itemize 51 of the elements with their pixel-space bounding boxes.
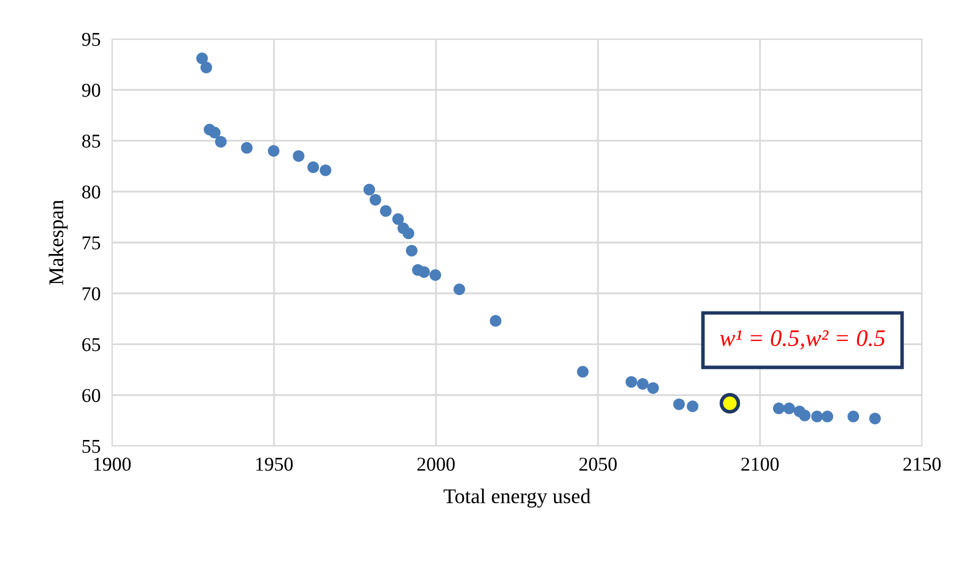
point bbox=[647, 382, 659, 394]
point bbox=[200, 62, 212, 74]
point bbox=[402, 228, 414, 240]
point bbox=[392, 213, 404, 225]
annotation: w¹ = 0.5,w² = 0.5 bbox=[720, 330, 885, 350]
point bbox=[673, 398, 685, 410]
point bbox=[869, 412, 881, 424]
point bbox=[370, 194, 382, 206]
y-tick-label: 65 bbox=[82, 338, 100, 352]
point bbox=[811, 410, 823, 422]
point bbox=[380, 205, 392, 217]
point bbox=[268, 145, 280, 157]
y-tick-label: 95 bbox=[82, 32, 100, 46]
point bbox=[292, 150, 304, 162]
y-tick-label: 70 bbox=[82, 287, 100, 300]
point bbox=[576, 366, 589, 378]
point bbox=[363, 184, 376, 196]
point bbox=[490, 315, 502, 327]
x-tick-label: 2000 bbox=[417, 458, 455, 471]
y-tick-label: 60 bbox=[82, 388, 100, 402]
y-tick-label: 55 bbox=[82, 440, 100, 453]
point bbox=[208, 126, 221, 138]
point bbox=[240, 142, 253, 154]
point bbox=[418, 266, 430, 278]
point bbox=[196, 52, 208, 64]
y-tick-label: 80 bbox=[82, 185, 100, 199]
x-tick-label: 2050 bbox=[579, 458, 617, 471]
point bbox=[822, 410, 834, 422]
point bbox=[307, 161, 320, 174]
point bbox=[430, 269, 442, 281]
point bbox=[772, 402, 785, 414]
x-tick-label: 2100 bbox=[741, 458, 779, 471]
point bbox=[783, 402, 795, 414]
point bbox=[686, 400, 698, 412]
x-tick-label: 2150 bbox=[903, 458, 941, 471]
point bbox=[720, 393, 740, 414]
x-tick-label: 1950 bbox=[256, 458, 293, 471]
point bbox=[848, 410, 860, 422]
point bbox=[626, 376, 638, 388]
point bbox=[798, 410, 811, 422]
point bbox=[636, 378, 649, 390]
y-tick-label: 75 bbox=[82, 236, 100, 250]
y-tick-label: 85 bbox=[82, 134, 100, 148]
point bbox=[454, 283, 466, 296]
point bbox=[320, 164, 332, 176]
point bbox=[406, 244, 418, 256]
x-axis-title: Total energy used bbox=[444, 488, 590, 508]
x-tick-label: 1900 bbox=[94, 458, 131, 471]
y-tick-label: 90 bbox=[82, 84, 100, 97]
point bbox=[215, 136, 227, 148]
y-axis-title: Makespan bbox=[48, 200, 68, 285]
